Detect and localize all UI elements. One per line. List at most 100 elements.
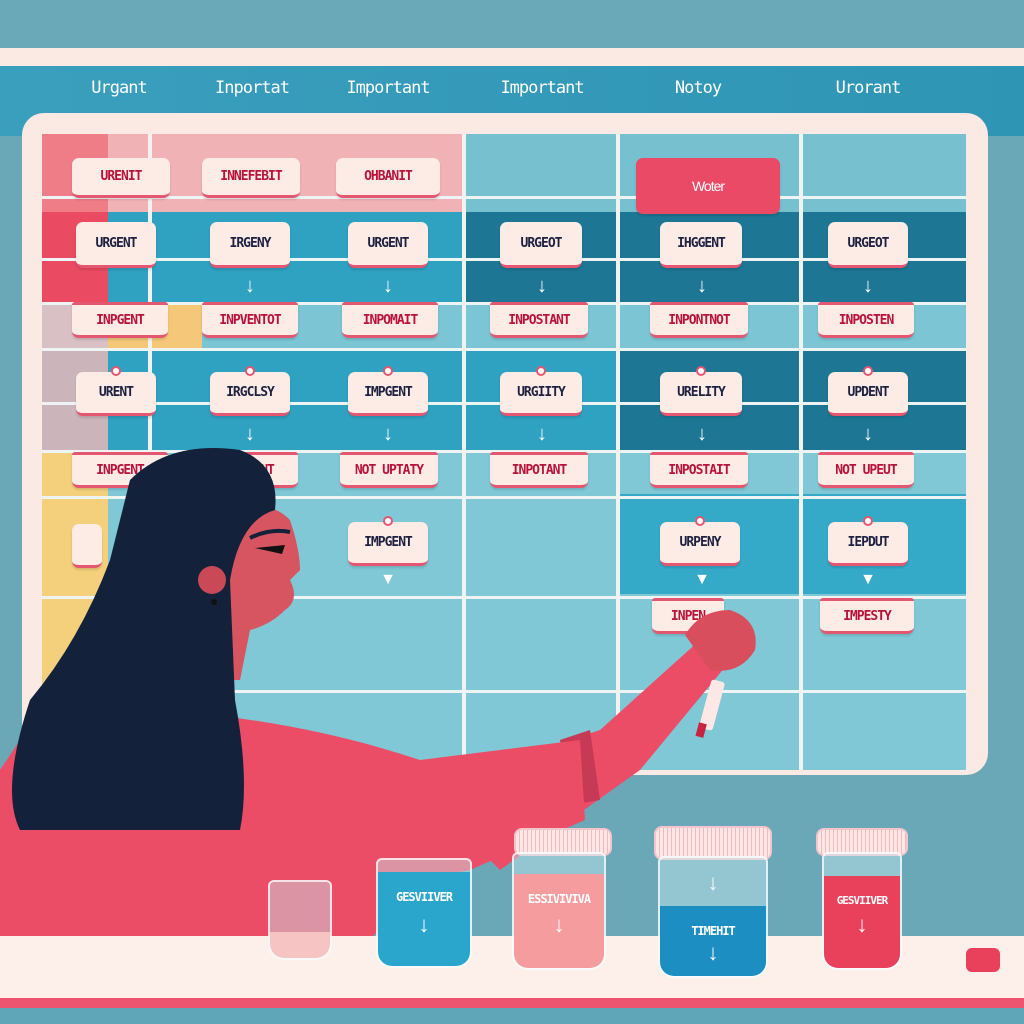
- task-card-partial[interactable]: [72, 524, 102, 568]
- task-card[interactable]: IEPDUT: [828, 516, 908, 566]
- jar[interactable]: ESSIVIVIVA ↓: [512, 852, 606, 970]
- column-header: Important: [346, 78, 430, 98]
- jar-lid: [654, 826, 772, 860]
- arrow-down-icon: ↓: [707, 940, 719, 965]
- banner-card[interactable]: Woter: [636, 158, 780, 214]
- jar-liquid: [378, 872, 470, 966]
- jar-lid: [514, 828, 612, 856]
- jar-label: TIMEHIT: [691, 924, 736, 938]
- column-header: Inportat: [215, 78, 290, 98]
- task-card[interactable]: URGENT: [348, 222, 428, 268]
- pushpin-icon: [863, 366, 873, 376]
- arrow-down-icon: ↓: [245, 275, 255, 297]
- jar[interactable]: GESVIIVER ↓: [376, 858, 472, 968]
- task-card[interactable]: IRGENY: [210, 222, 290, 268]
- task-card[interactable]: URGENT: [76, 222, 156, 268]
- grid-line: [42, 596, 966, 599]
- task-card[interactable]: INPONTNOT: [650, 302, 748, 338]
- jar-lid: [816, 828, 908, 856]
- task-card[interactable]: INPOSTEN: [818, 302, 914, 338]
- arrow-down-icon: ↓: [383, 275, 393, 297]
- card-label: IRGCLSY: [226, 385, 275, 400]
- task-card[interactable]: URGEOT: [500, 222, 582, 268]
- jar-liquid: [514, 874, 604, 968]
- task-card[interactable]: NOT UPEUT: [818, 452, 914, 488]
- jar-label: GESVIIVER: [836, 894, 889, 907]
- arrow-down-icon: ↓: [537, 423, 547, 445]
- pushpin-icon: [695, 516, 705, 526]
- arrow-down-icon: ▼: [694, 571, 710, 588]
- pushpin-icon: [536, 366, 546, 376]
- arrow-down-icon: ↓: [856, 912, 868, 937]
- cap[interactable]: [966, 948, 1000, 972]
- arrow-down-icon: ↓: [697, 423, 707, 445]
- arrow-down-icon: ↓: [707, 870, 719, 895]
- arrow-down-icon: ↓: [863, 423, 873, 445]
- arrow-down-icon: ↓: [245, 423, 255, 445]
- task-card[interactable]: IMPGENT: [348, 516, 428, 566]
- card-label: UPDENT: [847, 385, 890, 400]
- arrow-down-icon: ↓: [863, 275, 873, 297]
- jar[interactable]: GESVIIVER ↓: [822, 852, 902, 970]
- task-card[interactable]: URELITY: [660, 366, 742, 416]
- grid-line: [42, 196, 966, 199]
- column-header: Notoy: [674, 78, 722, 98]
- pushpin-icon: [383, 366, 393, 376]
- eye: [255, 545, 285, 554]
- shelf-edge: [0, 998, 1024, 1008]
- grid-line: [42, 348, 966, 351]
- ear: [198, 566, 226, 594]
- earring: [211, 599, 217, 605]
- jar-label: GESVIIVER: [395, 890, 453, 904]
- task-card[interactable]: IRGCLSY: [210, 366, 290, 416]
- jar[interactable]: ↓ TIMEHIT ↓: [658, 856, 768, 978]
- task-card[interactable]: INPOTANT: [490, 452, 588, 488]
- arrow-down-icon: ↓: [537, 275, 547, 297]
- task-card[interactable]: INNEFEBIT: [202, 158, 300, 198]
- task-card[interactable]: NOT UPTATY: [340, 452, 438, 488]
- grid-line: [42, 690, 966, 693]
- task-card[interactable]: INPOSTANT: [490, 302, 588, 338]
- task-card[interactable]: URGIITY: [500, 366, 582, 416]
- jar-label: ESSIVIVIVA: [527, 892, 591, 906]
- task-card[interactable]: INPVENTOT: [202, 302, 298, 338]
- column-header: Important: [500, 78, 584, 98]
- task-card[interactable]: INPGENT: [72, 302, 168, 338]
- task-card[interactable]: OHBANIT: [336, 158, 440, 198]
- jar[interactable]: [268, 880, 332, 960]
- task-card[interactable]: URPENY: [660, 516, 740, 566]
- task-card[interactable]: IMPESTY: [820, 598, 914, 634]
- hand: [685, 610, 756, 671]
- arrow-down-icon: ▼: [380, 571, 396, 588]
- column-header: Urorant: [835, 78, 902, 98]
- card-label: URENT: [98, 385, 134, 400]
- card-label: URPENY: [679, 535, 722, 550]
- arrow-down-icon: ▼: [860, 571, 876, 588]
- arrow-down-icon: ↓: [697, 275, 707, 297]
- wall: [0, 0, 1024, 48]
- pushpin-icon: [696, 366, 706, 376]
- arrow-down-icon: ↓: [383, 423, 393, 445]
- task-card[interactable]: IMPGENT: [348, 366, 428, 416]
- task-card[interactable]: URENIT: [72, 158, 170, 198]
- task-card[interactable]: URGEOT: [828, 222, 908, 268]
- jar-liquid: [660, 906, 766, 976]
- arrow-down-icon: ↓: [553, 912, 565, 937]
- card-label: IEPDUT: [847, 535, 890, 550]
- pushpin-icon: [383, 516, 393, 526]
- grid-line: [42, 496, 966, 499]
- task-card[interactable]: IHGGENT: [660, 222, 742, 268]
- jar-liquid: [270, 932, 330, 958]
- priority-board: URENIT INNEFEBIT OHBANIT Woter URGENT IR…: [42, 134, 966, 770]
- floor: [0, 1008, 1024, 1024]
- task-card[interactable]: INPOSTAIT: [650, 452, 748, 488]
- marker-icon: [699, 679, 725, 731]
- card-label: URGIITY: [517, 385, 566, 400]
- pushpin-icon: [863, 516, 873, 526]
- task-card[interactable]: UPDENT: [828, 366, 908, 416]
- top-rail: [0, 48, 1024, 66]
- jar-liquid: [824, 876, 900, 968]
- task-card[interactable]: URENT: [76, 366, 156, 416]
- task-card[interactable]: INPOMAIT: [342, 302, 438, 338]
- card-label: IMPGENT: [364, 535, 413, 550]
